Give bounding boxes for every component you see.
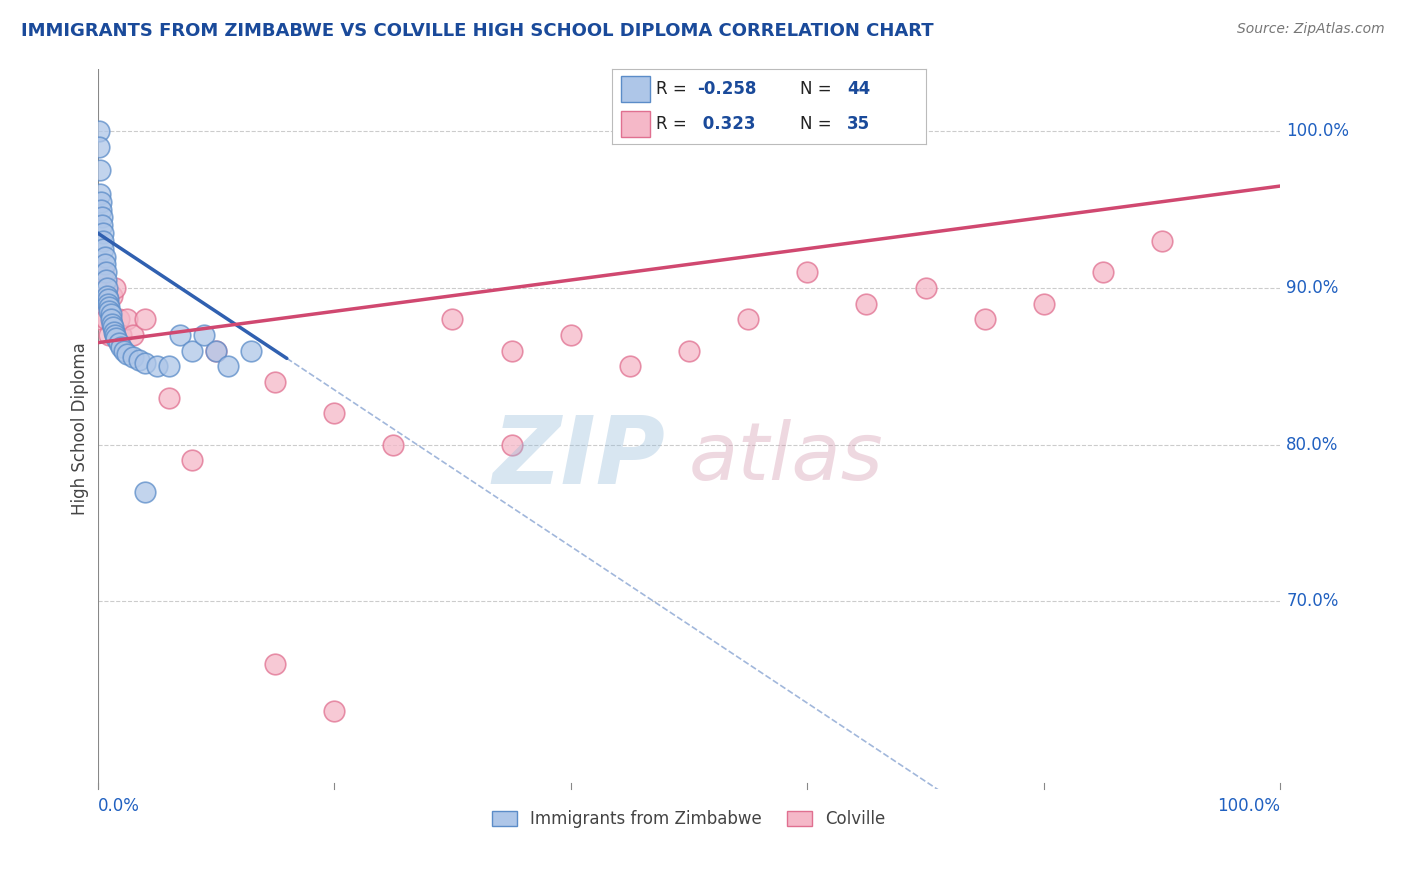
Text: 90.0%: 90.0% [1286, 279, 1339, 297]
Point [1091, 265, 1114, 279]
Point [501, 343, 523, 358]
Text: 100.0%: 100.0% [1218, 797, 1281, 815]
Point [93, 257, 115, 271]
Point [104, 281, 127, 295]
Point [90, 194, 112, 209]
Point [115, 346, 138, 360]
Point [855, 296, 877, 310]
Point [157, 391, 180, 405]
Point [93, 250, 115, 264]
Point [323, 704, 346, 718]
Point [98, 304, 121, 318]
Point [128, 353, 150, 368]
Point [89, 163, 111, 178]
Point [100, 312, 122, 326]
Point [93, 234, 115, 248]
Point [89, 186, 111, 201]
Point [101, 320, 124, 334]
Point [323, 406, 346, 420]
Point [193, 327, 215, 342]
Legend: Immigrants from Zimbabwe, Colville: Immigrants from Zimbabwe, Colville [485, 804, 893, 835]
Point [94, 265, 117, 279]
Point [134, 356, 156, 370]
Point [100, 288, 122, 302]
Point [91, 211, 114, 225]
Point [145, 359, 167, 374]
Point [264, 657, 287, 671]
Point [97, 296, 120, 310]
Point [973, 312, 995, 326]
Point [91, 218, 114, 232]
Text: 0.0%: 0.0% [97, 797, 139, 815]
Point [134, 312, 156, 326]
Point [87, 124, 110, 138]
Point [112, 343, 135, 358]
Point [796, 265, 818, 279]
Point [205, 343, 228, 358]
Point [205, 343, 228, 358]
Point [94, 312, 117, 326]
Point [90, 296, 112, 310]
Text: IMMIGRANTS FROM ZIMBABWE VS COLVILLE HIGH SCHOOL DIPLOMA CORRELATION CHART: IMMIGRANTS FROM ZIMBABWE VS COLVILLE HIG… [21, 22, 934, 40]
Point [264, 375, 287, 389]
Point [108, 312, 131, 326]
Point [104, 327, 127, 342]
Point [122, 327, 145, 342]
Point [441, 312, 464, 326]
Point [98, 327, 121, 342]
Text: ZIP: ZIP [492, 412, 665, 504]
Point [93, 226, 115, 240]
Point [96, 288, 118, 302]
Point [619, 359, 641, 374]
Point [110, 327, 132, 342]
Point [134, 484, 156, 499]
Point [914, 281, 936, 295]
Point [97, 292, 120, 306]
Point [181, 453, 204, 467]
Y-axis label: High School Diploma: High School Diploma [72, 343, 89, 516]
Text: atlas: atlas [689, 418, 884, 497]
Point [501, 437, 523, 451]
Text: 100.0%: 100.0% [1286, 122, 1350, 140]
Point [737, 312, 759, 326]
Point [115, 312, 138, 326]
Point [93, 242, 115, 256]
Point [181, 343, 204, 358]
Point [678, 343, 700, 358]
Point [122, 350, 145, 364]
Point [560, 327, 582, 342]
Text: Source: ZipAtlas.com: Source: ZipAtlas.com [1237, 22, 1385, 37]
Text: 80.0%: 80.0% [1286, 435, 1339, 453]
Point [157, 359, 180, 374]
Point [87, 312, 110, 326]
Text: 70.0%: 70.0% [1286, 592, 1339, 610]
Point [240, 343, 263, 358]
Point [96, 281, 118, 295]
Point [105, 331, 128, 345]
Point [382, 437, 405, 451]
Point [87, 140, 110, 154]
Point [103, 325, 125, 339]
Point [89, 281, 111, 295]
Point [1152, 234, 1174, 248]
Point [108, 335, 131, 350]
Point [98, 300, 121, 314]
Point [90, 202, 112, 217]
Point [169, 327, 191, 342]
Point [93, 265, 115, 279]
Point [217, 359, 239, 374]
Point [110, 340, 132, 354]
Point [100, 317, 122, 331]
Point [94, 273, 117, 287]
Point [1032, 296, 1054, 310]
Point [100, 308, 122, 322]
